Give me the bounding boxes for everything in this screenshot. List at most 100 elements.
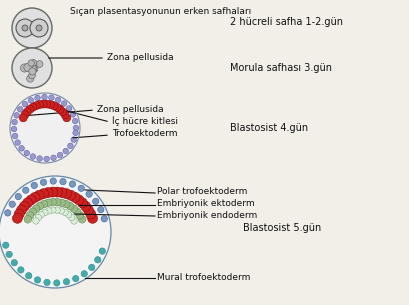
Circle shape xyxy=(65,211,72,218)
Circle shape xyxy=(46,101,54,109)
Circle shape xyxy=(36,61,43,67)
Circle shape xyxy=(14,113,20,118)
Circle shape xyxy=(101,216,108,222)
Circle shape xyxy=(92,198,99,205)
Circle shape xyxy=(31,182,38,188)
Circle shape xyxy=(26,195,36,205)
Circle shape xyxy=(81,271,88,277)
Circle shape xyxy=(16,19,34,37)
Circle shape xyxy=(69,181,76,187)
Circle shape xyxy=(30,154,36,159)
Circle shape xyxy=(25,272,32,279)
Circle shape xyxy=(66,106,72,111)
Circle shape xyxy=(12,133,18,139)
Circle shape xyxy=(74,195,84,205)
Circle shape xyxy=(4,210,11,216)
Circle shape xyxy=(12,8,52,48)
Circle shape xyxy=(86,209,96,219)
Circle shape xyxy=(40,179,47,185)
Circle shape xyxy=(24,150,29,156)
Circle shape xyxy=(53,103,61,111)
Text: 2 hücreli safha 1-2.gün: 2 hücreli safha 1-2.gün xyxy=(230,17,343,27)
Circle shape xyxy=(61,189,72,199)
Circle shape xyxy=(9,201,16,207)
Circle shape xyxy=(29,68,36,75)
Circle shape xyxy=(28,98,34,103)
Circle shape xyxy=(28,65,34,71)
Circle shape xyxy=(77,198,88,208)
Circle shape xyxy=(54,207,60,213)
Circle shape xyxy=(50,207,56,213)
Circle shape xyxy=(29,103,37,111)
Circle shape xyxy=(63,148,69,154)
Circle shape xyxy=(32,102,40,110)
Circle shape xyxy=(81,201,91,211)
Circle shape xyxy=(78,185,85,192)
Circle shape xyxy=(66,202,74,210)
Circle shape xyxy=(29,72,36,79)
Circle shape xyxy=(38,211,45,218)
Circle shape xyxy=(63,114,71,122)
Circle shape xyxy=(49,198,56,206)
Circle shape xyxy=(62,200,70,208)
Circle shape xyxy=(54,198,61,206)
Circle shape xyxy=(12,213,22,223)
Circle shape xyxy=(34,277,41,283)
Text: Trofoektoderm: Trofoektoderm xyxy=(112,130,178,138)
Text: Zona pellusida: Zona pellusida xyxy=(107,52,174,62)
Circle shape xyxy=(26,105,34,113)
Circle shape xyxy=(71,137,76,142)
Circle shape xyxy=(45,199,52,206)
Circle shape xyxy=(21,111,29,119)
Circle shape xyxy=(29,64,36,72)
Circle shape xyxy=(22,187,29,193)
Text: Embriyonik endoderm: Embriyonik endoderm xyxy=(157,210,257,220)
Circle shape xyxy=(23,108,31,116)
Circle shape xyxy=(19,145,25,151)
Text: Morula safhası 3.gün: Morula safhası 3.gün xyxy=(230,63,332,73)
Circle shape xyxy=(94,257,101,263)
Text: Blastosist 4.gün: Blastosist 4.gün xyxy=(230,123,308,133)
Circle shape xyxy=(6,251,12,257)
Circle shape xyxy=(0,177,110,287)
Circle shape xyxy=(33,218,39,224)
Circle shape xyxy=(24,63,32,72)
Circle shape xyxy=(34,190,44,200)
Circle shape xyxy=(37,156,43,161)
Circle shape xyxy=(22,102,28,107)
Circle shape xyxy=(70,205,78,213)
Circle shape xyxy=(38,189,49,199)
Circle shape xyxy=(48,187,58,197)
Circle shape xyxy=(2,242,9,248)
Circle shape xyxy=(72,275,79,282)
Circle shape xyxy=(61,111,69,119)
Circle shape xyxy=(30,59,37,66)
Circle shape xyxy=(27,75,34,82)
Circle shape xyxy=(40,200,48,208)
Circle shape xyxy=(28,64,34,70)
Circle shape xyxy=(88,264,95,271)
Circle shape xyxy=(42,94,47,100)
Circle shape xyxy=(42,209,48,216)
Circle shape xyxy=(20,64,29,72)
Circle shape xyxy=(19,114,27,122)
Circle shape xyxy=(76,212,84,219)
Text: İç hücre kitlesi: İç hücre kitlesi xyxy=(112,116,178,126)
Circle shape xyxy=(62,209,68,216)
Circle shape xyxy=(32,205,40,213)
Circle shape xyxy=(79,216,86,223)
Circle shape xyxy=(30,192,40,202)
Circle shape xyxy=(44,156,49,162)
Circle shape xyxy=(43,188,53,198)
Circle shape xyxy=(98,206,104,213)
Circle shape xyxy=(68,214,75,221)
Circle shape xyxy=(73,125,79,131)
Circle shape xyxy=(58,208,64,214)
Circle shape xyxy=(18,106,23,112)
Circle shape xyxy=(15,193,22,200)
Circle shape xyxy=(15,140,20,145)
Text: Blastosist 5.gün: Blastosist 5.gün xyxy=(243,223,321,233)
Circle shape xyxy=(36,25,42,31)
Circle shape xyxy=(18,267,24,273)
Circle shape xyxy=(31,65,38,72)
